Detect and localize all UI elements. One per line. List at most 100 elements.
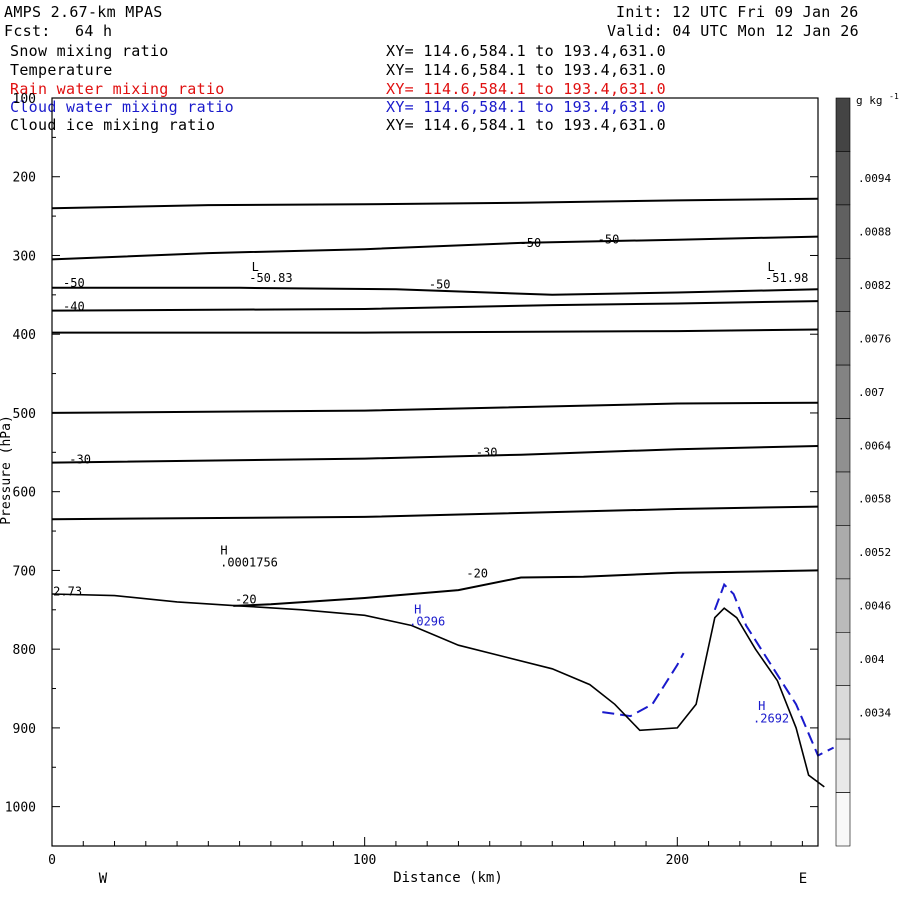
temperature-contour bbox=[51, 235, 819, 261]
colorbar-swatch bbox=[835, 471, 851, 526]
init-time: Init: 12 UTC Fri 09 Jan 26 bbox=[616, 3, 859, 21]
colorbar-label: .0052 bbox=[858, 546, 891, 559]
field-name-cloud-water: Cloud water mixing ratio bbox=[10, 98, 234, 116]
contour-label: -30 bbox=[476, 445, 498, 459]
colorbar-units: g kg -1 bbox=[856, 92, 899, 107]
contour-label: -30 bbox=[69, 452, 91, 466]
contour-label: H bbox=[220, 544, 227, 558]
forecast-label: Fcst: bbox=[4, 22, 51, 40]
contour-label: -50 bbox=[520, 236, 542, 250]
colorbar-swatch bbox=[835, 525, 851, 580]
y-tick-label: 1000 bbox=[5, 801, 36, 816]
x-tick-label: 100 bbox=[353, 853, 376, 868]
temperature-contour bbox=[51, 401, 819, 414]
contour-label: -50 bbox=[598, 233, 620, 247]
colorbar-swatch bbox=[835, 578, 851, 633]
temperature-contour bbox=[52, 328, 819, 334]
colorbar-swatch bbox=[835, 311, 851, 366]
contour-label: L bbox=[767, 260, 774, 274]
y-tick-label: 600 bbox=[13, 486, 36, 501]
temperature-contour bbox=[51, 445, 819, 464]
plot-frame bbox=[51, 97, 819, 847]
y-tick-label: 900 bbox=[13, 722, 36, 737]
temperature-contour bbox=[51, 300, 819, 312]
y-axis-label: Pressure (hPa) bbox=[0, 415, 14, 525]
colorbar-swatch bbox=[835, 685, 851, 740]
colorbar-swatch bbox=[835, 792, 851, 847]
colorbar-label: .007 bbox=[858, 386, 885, 399]
direction-west: W bbox=[99, 871, 108, 887]
contour-label: .0001756 bbox=[220, 556, 278, 570]
contour-label: -50.83 bbox=[249, 271, 292, 285]
contour-label: -40 bbox=[63, 300, 85, 314]
field-xy-rain: XY= 114.6,584.1 to 193.4,631.0 bbox=[386, 80, 666, 98]
contour-label: H bbox=[758, 699, 765, 713]
axes: 100 200 300 400 500 600 700 800 900 1000 0 100 200 bbox=[5, 92, 818, 868]
contour-label: 2.73 bbox=[53, 585, 82, 599]
colorbar-label: .004 bbox=[858, 653, 885, 666]
colorbar-swatch bbox=[835, 738, 851, 793]
colorbar-label: .0094 bbox=[858, 172, 891, 185]
colorbar-label: .0058 bbox=[858, 493, 891, 506]
colorbar-swatch bbox=[835, 257, 851, 312]
cloud-water-contour bbox=[713, 582, 835, 757]
colorbar-swatch bbox=[835, 204, 851, 259]
colorbar-label: .0064 bbox=[858, 439, 891, 452]
field-name-temperature: Temperature bbox=[10, 61, 113, 79]
direction-east: E bbox=[799, 871, 807, 887]
colorbar-swatch bbox=[835, 418, 851, 473]
contour-label: -50 bbox=[429, 278, 451, 292]
contour-label: -20 bbox=[466, 567, 488, 581]
field-xy-temperature: XY= 114.6,584.1 to 193.4,631.0 bbox=[386, 61, 666, 79]
temperature-contours bbox=[51, 197, 819, 607]
colorbar-label: .0088 bbox=[858, 226, 891, 239]
field-name-snow: Snow mixing ratio bbox=[10, 42, 169, 60]
cloud-water-contour bbox=[602, 652, 685, 718]
temperature-contour bbox=[51, 197, 819, 210]
contour-label: -51.98 bbox=[765, 271, 808, 285]
y-tick-label: 200 bbox=[13, 171, 36, 186]
colorbar-units-exp: -1 bbox=[889, 92, 899, 101]
colorbar-swatch bbox=[835, 97, 851, 152]
temperature-contour bbox=[233, 569, 819, 607]
y-tick-label: 700 bbox=[13, 564, 36, 579]
valid-time: Valid: 04 UTC Mon 12 Jan 26 bbox=[607, 22, 859, 40]
colorbar-swatch bbox=[835, 364, 851, 419]
y-tick-label: 400 bbox=[13, 328, 36, 343]
contour-label: H bbox=[414, 603, 421, 617]
y-tick-label: 800 bbox=[13, 643, 36, 658]
colorbar-label: .0076 bbox=[858, 332, 891, 345]
colorbar-units-base: g kg bbox=[856, 94, 883, 107]
terrain-line bbox=[51, 593, 825, 788]
forecast-hours: 64 h bbox=[75, 22, 113, 40]
x-tick-label: 200 bbox=[666, 853, 689, 868]
x-tick-label: 0 bbox=[48, 853, 56, 868]
terrain-profile bbox=[51, 593, 825, 788]
temperature-contour bbox=[52, 286, 819, 296]
y-tick-label: 300 bbox=[13, 249, 36, 264]
contour-label: -20 bbox=[235, 593, 257, 607]
colorbar-swatch bbox=[835, 151, 851, 206]
field-name-rain: Rain water mixing ratio bbox=[10, 80, 225, 98]
contour-label: .0296 bbox=[409, 615, 445, 629]
model-title: AMPS 2.67-km MPAS bbox=[4, 3, 163, 21]
contour-label: .2692 bbox=[753, 711, 789, 725]
field-xy-snow: XY= 114.6,584.1 to 193.4,631.0 bbox=[386, 42, 666, 60]
colorbar-label: .0082 bbox=[858, 279, 891, 292]
x-axis-label: Distance (km) bbox=[393, 870, 503, 886]
cloud-water-contours bbox=[602, 582, 835, 757]
colorbar-label: .0046 bbox=[858, 600, 891, 613]
colorbar: .0094 .0088 .0082 .0076 .007 .0064 .0058 .0052.… bbox=[835, 97, 891, 847]
y-tick-label: 100 bbox=[13, 92, 36, 107]
temperature-contour bbox=[51, 505, 819, 521]
y-tick-label: 500 bbox=[13, 407, 36, 422]
field-xy-cloud-ice: XY= 114.6,584.1 to 193.4,631.0 bbox=[386, 116, 666, 134]
colorbar-swatch bbox=[835, 631, 851, 686]
field-xy-cloud-water: XY= 114.6,584.1 to 193.4,631.0 bbox=[386, 98, 666, 116]
contour-label: L bbox=[252, 260, 259, 274]
field-name-cloud-ice: Cloud ice mixing ratio bbox=[10, 116, 216, 134]
colorbar-label: .0034 bbox=[858, 706, 891, 719]
contour-label: -50 bbox=[63, 276, 85, 290]
